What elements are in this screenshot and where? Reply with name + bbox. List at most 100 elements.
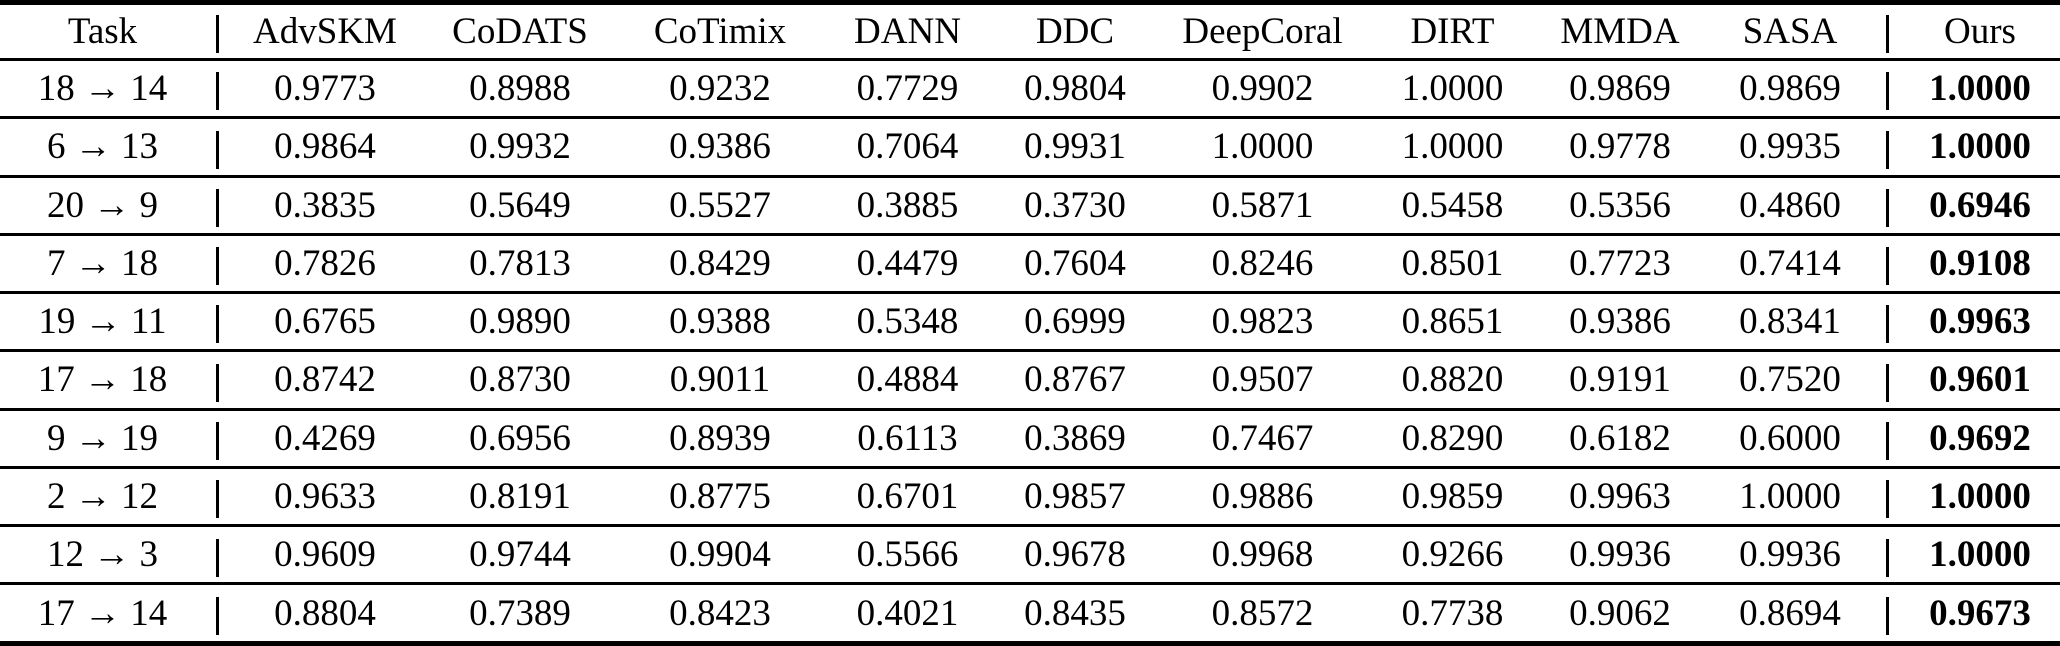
value-cell: 0.9931 — [995, 116, 1155, 177]
value-cell: 0.4021 — [820, 582, 995, 644]
value-cell: 0.8341 — [1705, 291, 1875, 351]
value-cell: 0.9678 — [995, 524, 1155, 584]
column-separator-cell — [205, 116, 230, 177]
value-cell: 0.7729 — [856, 68, 959, 110]
ours-value-cell: 0.6946 — [1900, 174, 2060, 235]
value-cell: 0.8775 — [620, 465, 820, 526]
ours-value-cell: 0.9601 — [1900, 349, 2060, 410]
value-cell: 0.9386 — [620, 116, 820, 177]
value-cell: 0.4479 — [820, 232, 995, 293]
value-cell: 1.0000 — [1155, 116, 1370, 177]
value-cell: 0.7520 — [1705, 349, 1875, 410]
column-separator-cell — [1875, 582, 1900, 644]
vertical-rule-icon — [1886, 363, 1889, 402]
value-cell: 0.9932 — [420, 116, 620, 177]
value-cell: 0.9823 — [1155, 291, 1370, 351]
header-row: Task AdvSKM CoDATS CoTimix DANN DDC DeepCoral D… — [0, 2, 2060, 61]
vertical-rule-icon — [216, 596, 219, 635]
value-cell: 0.7826 — [230, 232, 420, 293]
vertical-rule-icon — [1886, 130, 1889, 169]
vertical-rule-icon — [1886, 247, 1889, 286]
task-cell: 17 → 14 — [0, 582, 205, 644]
value-cell: 0.9904 — [620, 524, 820, 584]
column-separator-cell — [205, 582, 230, 644]
value-cell: 0.7813 — [420, 232, 620, 293]
column-separator-cell — [1875, 407, 1900, 468]
value-cell: 0.9859 — [1370, 465, 1535, 526]
task-cell: 7 → 18 — [0, 232, 205, 293]
vertical-rule-icon — [1886, 480, 1889, 519]
table-row: 18 → 14 0.9773 0.8988 0.9232 0.7729 0.9804 0.9… — [0, 60, 2060, 118]
value-cell: 0.7414 — [1705, 232, 1875, 293]
value-cell: 0.9902 — [1211, 68, 1314, 110]
value-cell: 0.9936 — [1535, 524, 1705, 584]
value-cell: 0.7467 — [1155, 407, 1370, 468]
header-cell-ours: Ours — [1900, 2, 2060, 61]
value-cell: 0.9388 — [620, 291, 820, 351]
value-cell: 0.7723 — [1535, 232, 1705, 293]
value-cell: 0.5871 — [1155, 174, 1370, 235]
vertical-rule-icon — [216, 363, 219, 402]
task-cell: 18 → 14 — [37, 68, 168, 110]
table-row: 7 → 18 0.7826 0.7813 0.8429 0.4479 0.7604 0.82… — [0, 232, 2060, 293]
value-cell: 0.9778 — [1535, 116, 1705, 177]
value-cell: 0.6999 — [995, 291, 1155, 351]
value-cell: 0.5566 — [820, 524, 995, 584]
vertical-rule-icon — [216, 305, 219, 344]
ours-value-cell: 1.0000 — [1900, 116, 2060, 177]
value-cell: 0.5458 — [1370, 174, 1535, 235]
ours-value-cell: 0.9963 — [1900, 291, 2060, 351]
value-cell: 0.6765 — [230, 291, 420, 351]
header-cell-method: CoTimix — [620, 2, 820, 61]
value-cell: 0.9936 — [1705, 524, 1875, 584]
vertical-rule-icon — [216, 480, 219, 519]
value-cell: 0.8191 — [420, 465, 620, 526]
table-body: 18 → 14 0.9773 0.8988 0.9232 0.7729 0.9804 0.9… — [0, 60, 2060, 644]
ours-value-cell: 1.0000 — [1900, 465, 2060, 526]
task-cell: 17 → 18 — [0, 349, 205, 410]
column-separator-cell — [205, 524, 230, 584]
task-cell: 2 → 12 — [0, 465, 205, 526]
value-cell: 1.0000 — [1370, 116, 1535, 177]
value-cell: 0.8988 — [469, 68, 571, 110]
task-cell: 19 → 11 — [0, 291, 205, 351]
value-cell: 0.8939 — [620, 407, 820, 468]
column-separator-cell — [205, 2, 230, 61]
value-cell: 0.8501 — [1370, 232, 1535, 293]
value-cell: 0.8246 — [1155, 232, 1370, 293]
header-cell-method: DANN — [820, 2, 995, 61]
value-cell: 0.7389 — [420, 582, 620, 644]
value-cell: 0.6113 — [820, 407, 995, 468]
value-cell: 0.4860 — [1705, 174, 1875, 235]
value-cell: 0.9869 — [1739, 68, 1841, 110]
value-cell: 0.6956 — [420, 407, 620, 468]
value-cell: 0.9507 — [1155, 349, 1370, 410]
vertical-rule-icon — [1886, 72, 1889, 111]
value-cell: 0.9935 — [1705, 116, 1875, 177]
table-row: 12 → 3 0.9609 0.9744 0.9904 0.5566 0.9678 0.99… — [0, 524, 2060, 584]
value-cell: 0.7604 — [995, 232, 1155, 293]
value-cell: 0.8730 — [420, 349, 620, 410]
vertical-rule-icon — [1886, 15, 1889, 54]
header-cell-method: CoDATS — [420, 2, 620, 61]
value-cell: 0.7064 — [820, 116, 995, 177]
value-cell: 0.9864 — [230, 116, 420, 177]
value-cell: 0.3730 — [995, 174, 1155, 235]
header-cell-method: DeepCoral — [1155, 2, 1370, 61]
vertical-rule-icon — [1886, 538, 1889, 577]
vertical-rule-icon — [216, 130, 219, 169]
ours-value-cell: 0.9108 — [1900, 232, 2060, 293]
column-separator-cell — [1875, 291, 1900, 351]
value-cell: 0.9633 — [230, 465, 420, 526]
value-cell: 0.8435 — [995, 582, 1155, 644]
vertical-rule-icon — [216, 247, 219, 286]
ours-value-cell: 0.9692 — [1900, 407, 2060, 468]
vertical-rule-icon — [216, 188, 219, 227]
value-cell: 0.9062 — [1535, 582, 1705, 644]
vertical-rule-icon — [1886, 305, 1889, 344]
vertical-rule-icon — [216, 72, 219, 111]
value-cell: 0.6000 — [1705, 407, 1875, 468]
value-cell: 0.6701 — [820, 465, 995, 526]
value-cell: 0.9869 — [1569, 68, 1671, 110]
